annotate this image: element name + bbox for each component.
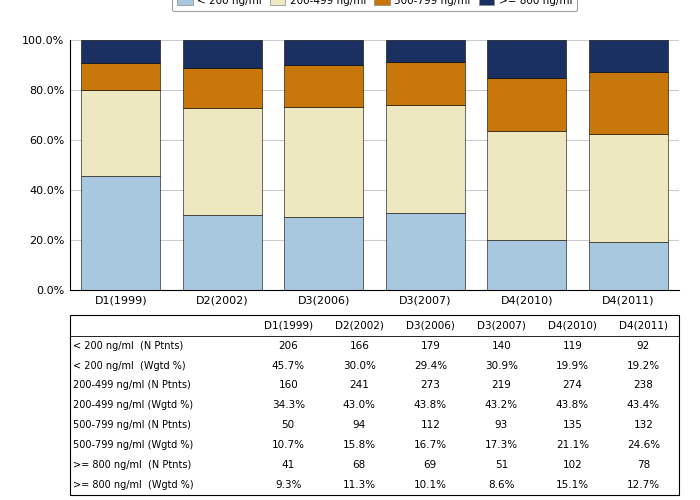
Bar bbox=[589, 134, 668, 242]
Text: >= 800 ng/ml  (N Ptnts): >= 800 ng/ml (N Ptnts) bbox=[73, 460, 191, 470]
Bar bbox=[589, 40, 668, 72]
Text: D4(2011): D4(2011) bbox=[619, 320, 668, 330]
Bar bbox=[487, 40, 566, 78]
Text: 19.2%: 19.2% bbox=[627, 360, 660, 370]
Bar bbox=[183, 108, 262, 215]
Text: 273: 273 bbox=[421, 380, 440, 390]
Text: 24.6%: 24.6% bbox=[627, 440, 660, 450]
Text: 30.0%: 30.0% bbox=[343, 360, 376, 370]
Text: 12.7%: 12.7% bbox=[627, 480, 660, 490]
Text: 135: 135 bbox=[563, 420, 582, 430]
Text: 119: 119 bbox=[563, 340, 582, 350]
Bar bbox=[284, 40, 363, 66]
Text: 238: 238 bbox=[634, 380, 653, 390]
Text: 50: 50 bbox=[281, 420, 295, 430]
Text: 78: 78 bbox=[637, 460, 650, 470]
Text: 166: 166 bbox=[349, 340, 369, 350]
Text: 500-799 ng/ml (Wgtd %): 500-799 ng/ml (Wgtd %) bbox=[73, 440, 193, 450]
Text: 68: 68 bbox=[353, 460, 366, 470]
Bar bbox=[81, 40, 160, 63]
Text: D3(2006): D3(2006) bbox=[406, 320, 455, 330]
Bar bbox=[284, 107, 363, 216]
Text: D4(2010): D4(2010) bbox=[548, 320, 597, 330]
Text: 11.3%: 11.3% bbox=[343, 480, 376, 490]
Text: 16.7%: 16.7% bbox=[414, 440, 447, 450]
Text: 43.2%: 43.2% bbox=[485, 400, 518, 410]
Text: 179: 179 bbox=[421, 340, 440, 350]
Bar bbox=[284, 66, 363, 107]
Text: 274: 274 bbox=[563, 380, 582, 390]
Bar bbox=[386, 62, 465, 105]
Text: D1(1999): D1(1999) bbox=[264, 320, 313, 330]
Bar bbox=[81, 90, 160, 176]
Text: 15.8%: 15.8% bbox=[343, 440, 376, 450]
Text: 112: 112 bbox=[421, 420, 440, 430]
Text: 41: 41 bbox=[281, 460, 295, 470]
Bar bbox=[284, 216, 363, 290]
Text: 43.8%: 43.8% bbox=[556, 400, 589, 410]
Text: 92: 92 bbox=[637, 340, 650, 350]
Text: 206: 206 bbox=[279, 340, 298, 350]
Text: 43.4%: 43.4% bbox=[627, 400, 660, 410]
Text: 9.3%: 9.3% bbox=[275, 480, 302, 490]
Text: D3(2007): D3(2007) bbox=[477, 320, 526, 330]
Bar bbox=[386, 213, 465, 290]
Text: 51: 51 bbox=[495, 460, 508, 470]
Text: 34.3%: 34.3% bbox=[272, 400, 304, 410]
Text: 160: 160 bbox=[279, 380, 298, 390]
Text: D2(2002): D2(2002) bbox=[335, 320, 384, 330]
Text: 21.1%: 21.1% bbox=[556, 440, 589, 450]
Text: >= 800 ng/ml  (Wgtd %): >= 800 ng/ml (Wgtd %) bbox=[73, 480, 194, 490]
Text: 30.9%: 30.9% bbox=[485, 360, 518, 370]
Text: 29.4%: 29.4% bbox=[414, 360, 447, 370]
Text: 43.0%: 43.0% bbox=[343, 400, 376, 410]
Bar bbox=[81, 63, 160, 90]
Bar bbox=[487, 240, 566, 290]
Text: 10.7%: 10.7% bbox=[272, 440, 304, 450]
Text: 17.3%: 17.3% bbox=[485, 440, 518, 450]
Text: 8.6%: 8.6% bbox=[488, 480, 514, 490]
Bar bbox=[589, 242, 668, 290]
Text: < 200 ng/ml  (N Ptnts): < 200 ng/ml (N Ptnts) bbox=[73, 340, 183, 350]
Bar bbox=[183, 215, 262, 290]
Bar bbox=[487, 78, 566, 130]
Text: 69: 69 bbox=[424, 460, 437, 470]
Text: 93: 93 bbox=[495, 420, 508, 430]
Legend: < 200 ng/ml, 200-499 ng/ml, 500-799 ng/ml, >= 800 ng/ml: < 200 ng/ml, 200-499 ng/ml, 500-799 ng/m… bbox=[172, 0, 578, 11]
Bar bbox=[589, 72, 668, 134]
Text: 102: 102 bbox=[563, 460, 582, 470]
Bar bbox=[183, 68, 262, 108]
Bar bbox=[81, 176, 160, 290]
Text: 241: 241 bbox=[349, 380, 369, 390]
Text: < 200 ng/ml  (Wgtd %): < 200 ng/ml (Wgtd %) bbox=[73, 360, 186, 370]
Bar bbox=[386, 105, 465, 213]
Text: 140: 140 bbox=[491, 340, 511, 350]
Text: 94: 94 bbox=[353, 420, 366, 430]
Text: 45.7%: 45.7% bbox=[272, 360, 304, 370]
Text: 132: 132 bbox=[634, 420, 653, 430]
Text: 15.1%: 15.1% bbox=[556, 480, 589, 490]
Text: 43.8%: 43.8% bbox=[414, 400, 447, 410]
Bar bbox=[386, 40, 465, 62]
Text: 19.9%: 19.9% bbox=[556, 360, 589, 370]
Bar bbox=[487, 130, 566, 240]
Text: 200-499 ng/ml (N Ptnts): 200-499 ng/ml (N Ptnts) bbox=[73, 380, 191, 390]
Bar bbox=[183, 40, 262, 68]
Text: 500-799 ng/ml (N Ptnts): 500-799 ng/ml (N Ptnts) bbox=[73, 420, 191, 430]
Text: 200-499 ng/ml (Wgtd %): 200-499 ng/ml (Wgtd %) bbox=[73, 400, 193, 410]
Text: 219: 219 bbox=[491, 380, 511, 390]
Text: 10.1%: 10.1% bbox=[414, 480, 447, 490]
